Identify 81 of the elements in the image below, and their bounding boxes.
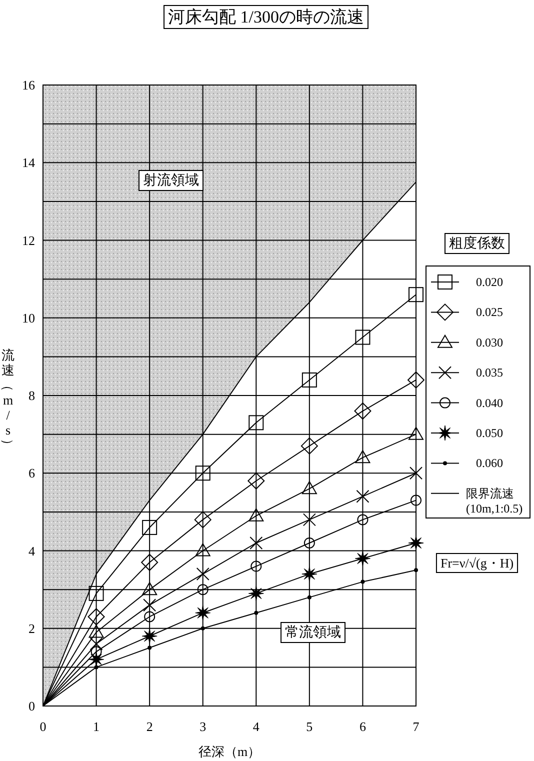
point (408, 535, 424, 551)
point (354, 402, 372, 420)
x-axis-title: 径深（m） (198, 744, 261, 759)
point (410, 466, 422, 480)
legend-label: 0.020 (476, 275, 503, 289)
point (414, 568, 418, 572)
chart-title: 河床勾配 1/300の時の流速 (168, 8, 364, 26)
point (248, 586, 264, 602)
y-tick-label: 12 (22, 232, 35, 248)
x-tick-label: 1 (93, 719, 100, 734)
legend-label: 0.040 (476, 396, 503, 410)
point (196, 568, 210, 581)
point (248, 508, 264, 522)
x-tick-label: 0 (40, 719, 46, 734)
x-tick-label: 4 (252, 719, 260, 734)
legend-label: 0.030 (476, 335, 503, 350)
point (94, 665, 98, 670)
point (248, 415, 264, 430)
point (410, 494, 422, 506)
x-tick-label: 2 (146, 719, 153, 734)
x-tick-label: 7 (412, 719, 420, 734)
point (307, 595, 312, 600)
point (88, 652, 104, 668)
point (250, 560, 262, 572)
point (88, 608, 105, 626)
point (88, 624, 104, 638)
y-tick-label: 6 (28, 466, 36, 481)
point (355, 450, 370, 464)
point (302, 513, 316, 526)
annotation: 常流領域 (285, 624, 341, 640)
annotation: 射流領域 (143, 172, 199, 188)
point (194, 511, 212, 528)
point (90, 646, 102, 658)
point (304, 537, 315, 548)
legend-label: 0.035 (476, 366, 503, 380)
point (360, 580, 365, 584)
point (408, 426, 424, 440)
point (254, 610, 258, 615)
legend-label: 限界流速(10m,1:0.5) (466, 486, 523, 516)
point (144, 611, 156, 622)
point (148, 646, 152, 650)
y-tick-label: 0 (28, 698, 35, 714)
y-tick-label: 4 (28, 543, 36, 558)
point (355, 330, 370, 345)
y-axis-title: 流速（m/s） (0, 348, 16, 452)
x-tick-label: 3 (200, 719, 206, 734)
point (142, 520, 158, 535)
legend-label: 0.060 (476, 456, 503, 470)
y-tick-label: 2 (28, 620, 35, 636)
y-tick-label: 8 (28, 388, 35, 403)
legend-title: 粗度係数 (449, 236, 505, 252)
point (88, 586, 104, 601)
y-tick-label: 10 (22, 310, 35, 326)
point (90, 637, 103, 650)
point (356, 490, 370, 503)
point (142, 582, 158, 596)
point (357, 514, 368, 526)
point (142, 628, 158, 644)
text: Fr=ν/√(g・H) (440, 556, 514, 570)
point (248, 472, 265, 490)
point (250, 536, 263, 550)
y-tick-label: 16 (22, 78, 36, 92)
point (300, 437, 318, 454)
point (143, 598, 156, 612)
point (141, 554, 158, 571)
point (200, 626, 205, 630)
x-tick-label: 6 (359, 719, 366, 734)
point (302, 566, 318, 582)
point (408, 287, 424, 302)
point (197, 584, 208, 596)
x-tick-label: 5 (306, 719, 313, 734)
legend-label: 0.025 (476, 305, 503, 320)
point (354, 550, 370, 566)
point (302, 481, 317, 494)
point (195, 605, 211, 621)
y-tick-label: 14 (22, 155, 36, 170)
point (408, 371, 424, 388)
point (195, 466, 210, 481)
point (195, 543, 210, 556)
legend-label: 0.050 (476, 426, 503, 440)
point (302, 372, 317, 388)
